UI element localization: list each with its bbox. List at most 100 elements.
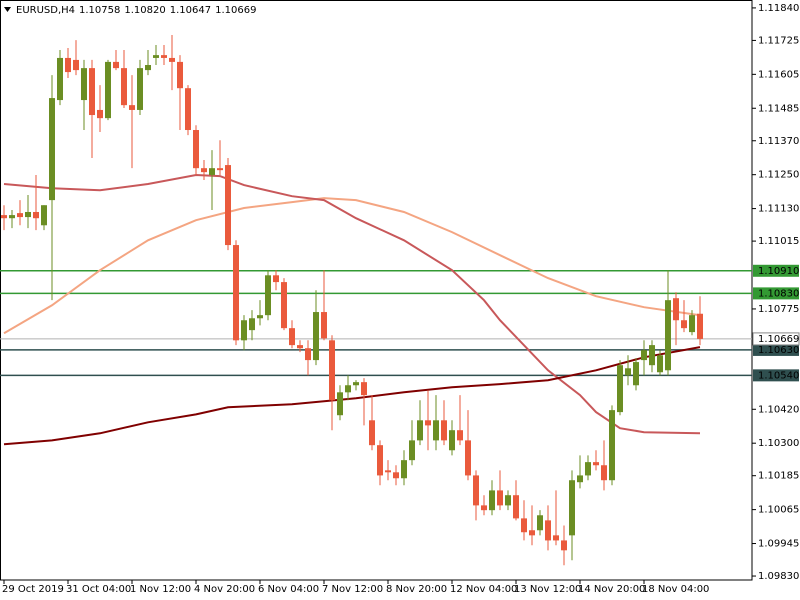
y-tick-label: 1.10065	[758, 505, 799, 516]
candle-body	[553, 535, 559, 541]
y-tick-label: 1.09945	[758, 539, 799, 550]
candle-body	[185, 88, 191, 131]
candle-body	[193, 130, 199, 169]
candle-body	[273, 275, 279, 283]
candle-body	[241, 320, 247, 341]
candle-body	[217, 168, 223, 171]
candle-body	[209, 168, 215, 175]
candle-body	[89, 68, 95, 116]
x-tick-label: 7 Nov 12:00	[322, 584, 383, 595]
candle-body	[129, 105, 135, 110]
candle-body	[601, 465, 607, 481]
y-tick-label: 1.10300	[758, 438, 799, 449]
candle-body	[137, 68, 143, 110]
candle-body	[649, 345, 655, 366]
candle-body	[281, 282, 287, 329]
candle-body	[633, 362, 639, 386]
level-label: 1.10910	[758, 266, 799, 277]
x-tick-label: 31 Oct 04:00	[66, 584, 131, 595]
candle-body	[673, 298, 679, 321]
level-label-box	[753, 287, 799, 300]
candle-body	[57, 57, 63, 101]
y-tick-label: 1.09830	[758, 571, 799, 582]
candle-body	[513, 495, 519, 519]
candle-body	[401, 460, 407, 479]
level-label-box	[753, 264, 799, 277]
candle-body	[529, 530, 535, 536]
candle-body	[153, 55, 159, 58]
candle-body	[121, 68, 127, 106]
y-tick-label: 1.11015	[758, 236, 799, 247]
candle-body	[393, 472, 399, 479]
x-tick-label: 1 Nov 12:00	[130, 584, 191, 595]
candle-body	[297, 345, 303, 349]
candle-body	[545, 520, 551, 541]
candle-body	[537, 515, 543, 531]
candle-body	[409, 440, 415, 461]
current-price-box	[752, 332, 800, 346]
candle-body	[665, 300, 671, 371]
x-tick-label: 12 Nov 04:00	[450, 584, 517, 595]
candle-body	[377, 445, 383, 476]
candle-body	[441, 420, 447, 441]
level-label: 1.10830	[758, 288, 799, 299]
candle-body	[457, 430, 463, 441]
candle-body	[265, 275, 271, 316]
candle-body	[81, 68, 87, 101]
header-price: 1.10669	[215, 5, 256, 16]
candle-body	[329, 340, 335, 401]
candle-body	[313, 312, 319, 361]
candle-body	[369, 420, 375, 446]
candle-body	[585, 462, 591, 476]
candle-body	[25, 211, 31, 218]
level-label: 1.10630	[758, 345, 799, 356]
candle-body	[233, 245, 239, 341]
candle-body	[385, 470, 391, 473]
menu-arrow[interactable]	[4, 7, 11, 12]
candle-body	[417, 420, 423, 441]
candle-body	[249, 318, 255, 331]
candle-body	[321, 312, 327, 339]
candle-body	[569, 480, 575, 536]
header-price: 1.10820	[124, 5, 165, 16]
candle-body	[489, 490, 495, 511]
candle-body	[49, 98, 55, 201]
candle-body	[345, 385, 351, 393]
y-tick-label: 1.11840	[758, 3, 799, 14]
y-tick-label: 1.11725	[758, 35, 799, 46]
candle-body	[505, 495, 511, 506]
candle-body	[473, 475, 479, 506]
x-tick-label: 4 Nov 20:00	[194, 584, 255, 595]
candle-body	[169, 57, 175, 62]
y-tick-label: 1.11250	[758, 170, 799, 181]
candle-body	[353, 382, 359, 386]
candle-body	[449, 430, 455, 451]
level-label: 1.10540	[758, 370, 799, 381]
current-price-label: 1.10669	[758, 334, 799, 345]
candle-body	[497, 490, 503, 506]
moving-average	[3, 173, 701, 435]
candle-body	[521, 518, 527, 533]
candle-body	[481, 505, 487, 511]
candle-body	[161, 55, 167, 58]
symbol: EURUSD,H4	[16, 5, 75, 16]
candle-body	[257, 315, 263, 319]
candle-body	[65, 57, 71, 73]
candle-body	[41, 205, 47, 226]
candle-body	[289, 328, 295, 346]
candle-body	[361, 382, 367, 396]
candle-body	[577, 475, 583, 483]
moving-average	[3, 197, 701, 335]
y-tick-label: 1.10185	[758, 471, 799, 482]
candle-body	[201, 168, 207, 173]
x-tick-label: 13 Nov 12:00	[514, 584, 581, 595]
ma-layer	[3, 173, 701, 446]
plot-frame	[0, 0, 753, 581]
candle-body	[97, 109, 103, 119]
candle-body	[33, 211, 39, 219]
header-price: 1.10647	[170, 5, 211, 16]
candle-body	[17, 213, 23, 218]
label-layer: 1.11840 1.11725 1.11605 1.11485 1.11370 1.112…	[2, 3, 800, 595]
y-tick-label: 1.11605	[758, 69, 799, 80]
